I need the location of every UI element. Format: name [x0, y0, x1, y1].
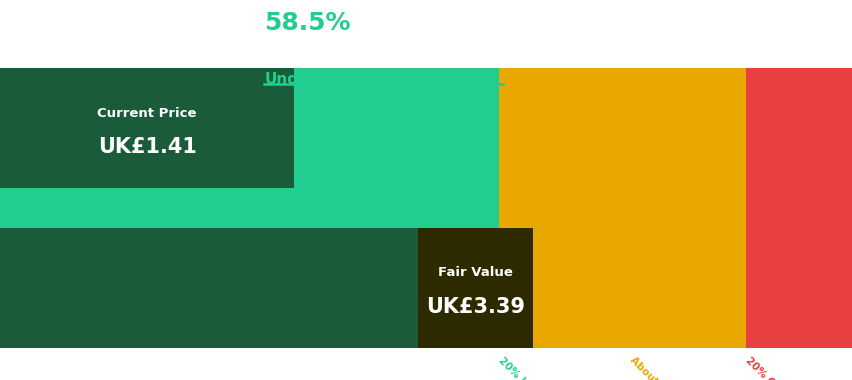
- Text: 58.5%: 58.5%: [264, 11, 350, 35]
- Text: UK£3.39: UK£3.39: [425, 297, 525, 317]
- Text: About Right: About Right: [628, 355, 684, 380]
- Bar: [0, 68, 498, 348]
- Bar: [417, 228, 532, 348]
- Bar: [0, 228, 498, 348]
- Text: Current Price: Current Price: [97, 107, 197, 120]
- Text: Fair Value: Fair Value: [438, 266, 512, 279]
- Bar: [498, 68, 630, 348]
- Text: UK£1.41: UK£1.41: [98, 138, 196, 157]
- Text: 20% Overvalued: 20% Overvalued: [743, 355, 817, 380]
- Text: 20% Undervalued: 20% Undervalued: [496, 355, 576, 380]
- Bar: [630, 68, 746, 348]
- Bar: [0, 68, 294, 188]
- Text: Undervalued: Undervalued: [264, 72, 373, 87]
- Bar: [746, 68, 852, 348]
